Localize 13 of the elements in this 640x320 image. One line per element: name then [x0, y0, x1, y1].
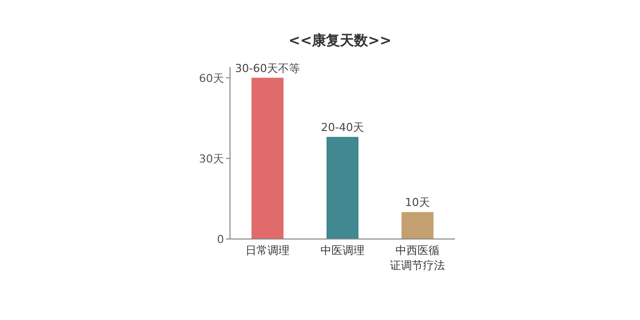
- data-label: 30-60天不等: [235, 62, 300, 75]
- y-tick-label: 60天: [199, 72, 224, 85]
- data-label: 20-40天: [321, 120, 364, 134]
- y-tick-label: 0: [217, 233, 224, 246]
- chart-title: <<康复天数>>: [288, 32, 392, 49]
- x-tick-label: 日常调理: [246, 244, 290, 257]
- bar: [402, 212, 434, 239]
- bar: [252, 78, 284, 239]
- bar: [326, 136, 358, 239]
- y-tick-label: 30天: [199, 152, 224, 166]
- x-tick-label: 中西医循证调节疗法: [390, 244, 445, 272]
- x-tick-label: 中医调理: [320, 244, 364, 257]
- data-label: 10天: [405, 196, 430, 210]
